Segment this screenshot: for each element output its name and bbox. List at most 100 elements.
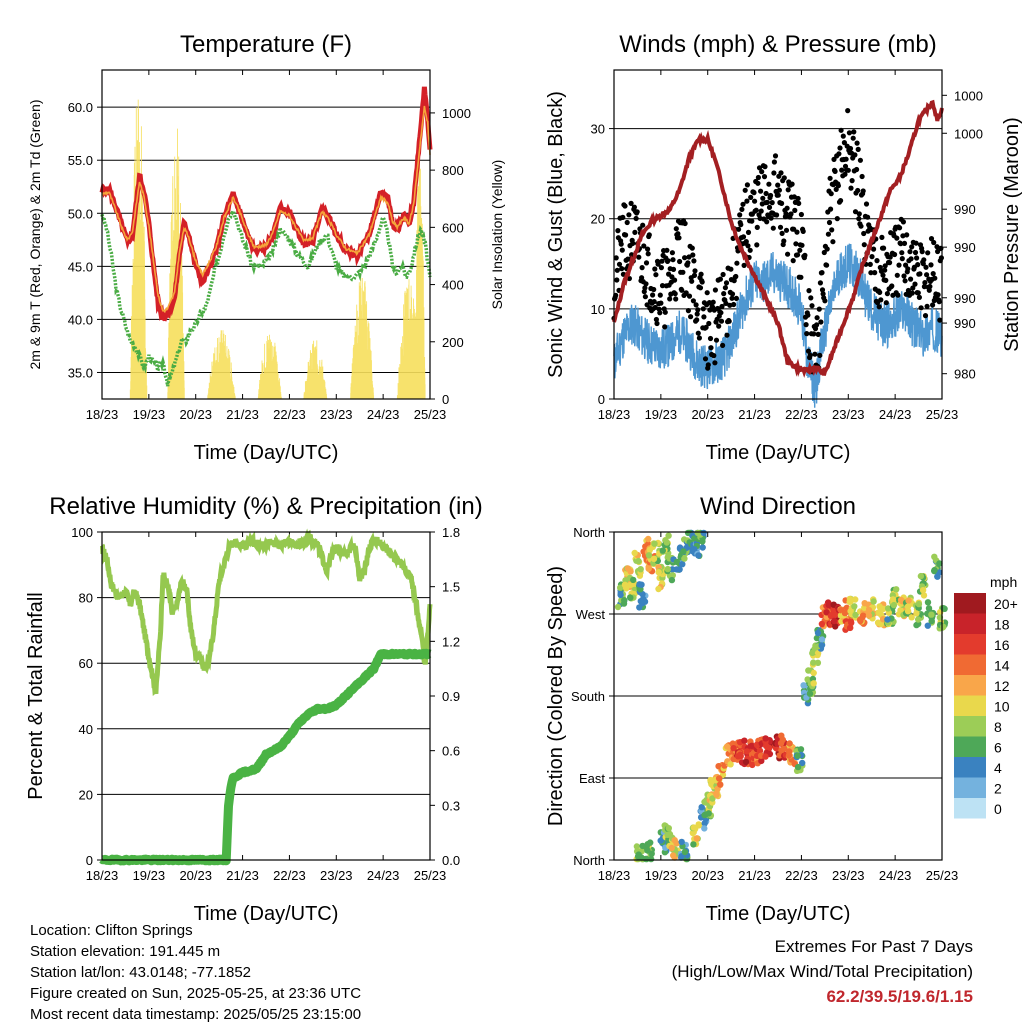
direction-point xyxy=(805,667,812,674)
legend-swatch xyxy=(954,798,986,819)
figure-created: Figure created on Sun, 2025-05-25, at 23… xyxy=(30,985,362,1002)
direction-point xyxy=(673,840,680,847)
y-tick-label: North xyxy=(573,525,605,540)
y2-tick-label: 1.8 xyxy=(442,525,460,540)
direction-point xyxy=(806,690,814,697)
station-latlon: Station lat/lon: 43.0148; -77.1852 xyxy=(30,964,252,981)
direction-point xyxy=(695,822,703,829)
y2-tick-label: 800 xyxy=(442,163,464,178)
y2-tick-label: 990 xyxy=(954,291,976,306)
direction-point xyxy=(762,753,769,760)
direction-point xyxy=(810,680,817,687)
direction-point xyxy=(743,748,751,755)
direction-point xyxy=(823,609,830,616)
x-tick-label: 20/23 xyxy=(179,868,212,883)
legend-label: 14 xyxy=(994,658,1010,674)
direction-point xyxy=(917,572,925,580)
direction-point xyxy=(941,605,948,612)
direction-point xyxy=(681,848,689,856)
temperature-9m-series xyxy=(101,105,431,314)
direction-point xyxy=(643,855,650,863)
direction-point xyxy=(742,758,750,766)
direction-point xyxy=(694,529,701,537)
direction-point xyxy=(931,567,938,574)
y-tick-label: 60 xyxy=(79,656,93,671)
y-tick-label: 0 xyxy=(86,853,93,868)
direction-point xyxy=(664,831,671,838)
legend-label: 10 xyxy=(994,699,1010,715)
direction-point xyxy=(681,555,688,562)
y-axis-label: Sonic Wind & Gust (Blue, Black) xyxy=(545,91,567,378)
direction-point xyxy=(913,610,920,617)
legend-label: 2 xyxy=(994,781,1002,797)
direction-point xyxy=(668,844,675,852)
station-info: Location: Clifton Springs Station elevat… xyxy=(30,920,361,1025)
direction-point xyxy=(904,603,912,610)
direction-point xyxy=(913,621,920,629)
x-tick-label: 23/23 xyxy=(832,407,865,422)
chart-title: Relative Humidity (%) & Precipitation (i… xyxy=(49,493,482,520)
y2-tick-label: 0.6 xyxy=(442,744,460,759)
total-precipitation-series xyxy=(98,648,434,866)
direction-point xyxy=(670,852,677,859)
direction-point xyxy=(919,587,927,594)
legend-swatch xyxy=(954,695,986,716)
direction-point xyxy=(870,598,877,605)
direction-point xyxy=(727,761,734,768)
direction-point xyxy=(748,742,755,749)
direction-point xyxy=(639,590,646,598)
relative-humidity-series xyxy=(99,528,433,696)
x-tick-label: 24/23 xyxy=(367,407,400,422)
y2-tick-label: 1.5 xyxy=(442,580,460,595)
y-tick-label: 80 xyxy=(79,591,93,606)
x-tick-label: 21/23 xyxy=(226,868,259,883)
direction-point xyxy=(713,791,720,798)
direction-point xyxy=(762,742,770,749)
direction-point xyxy=(810,659,817,666)
legend-label: 16 xyxy=(994,637,1010,653)
legend-swatch xyxy=(954,634,986,655)
y-tick-label: East xyxy=(579,771,605,786)
legend-label: 4 xyxy=(994,760,1002,776)
x-tick-label: 20/23 xyxy=(691,407,724,422)
extremes-values: 62.2/39.5/19.6/1.15 xyxy=(826,987,973,1006)
y-tick-label: 40.0 xyxy=(68,312,93,327)
direction-point xyxy=(859,612,867,619)
direction-point xyxy=(880,605,887,613)
legend-label: 6 xyxy=(994,740,1002,756)
direction-point xyxy=(680,548,687,555)
direction-point xyxy=(676,566,683,573)
direction-point xyxy=(663,539,670,546)
y2-tick-label: 1000 xyxy=(954,126,983,141)
direction-point xyxy=(841,609,849,617)
y-tick-label: 35.0 xyxy=(68,365,93,380)
sonic-wind-series xyxy=(613,243,943,408)
extremes-panel: Extremes For Past 7 Days (High/Low/Max W… xyxy=(672,934,973,1009)
direction-point xyxy=(673,558,681,566)
y-tick-label: 10 xyxy=(591,302,605,317)
direction-point xyxy=(818,636,826,643)
x-tick-label: 25/23 xyxy=(414,868,447,883)
direction-point xyxy=(636,604,643,611)
y-tick-label: 100 xyxy=(71,525,93,540)
legend-swatch xyxy=(954,757,986,778)
direction-point xyxy=(832,623,839,630)
x-tick-label: 24/23 xyxy=(879,407,912,422)
y2-tick-label: 1000 xyxy=(442,106,471,121)
direction-point xyxy=(920,592,928,599)
direction-point xyxy=(857,617,864,625)
direction-point xyxy=(716,775,723,782)
y-axis-label: Direction (Colored By Speed) xyxy=(545,566,567,826)
x-tick-label: 20/23 xyxy=(179,407,212,422)
x-tick-label: 18/23 xyxy=(86,407,119,422)
x-axis-label: Time (Day/UTC) xyxy=(194,442,339,464)
legend-swatch xyxy=(954,654,986,675)
x-tick-label: 19/23 xyxy=(133,407,166,422)
direction-point xyxy=(851,603,858,610)
direction-point xyxy=(794,752,801,759)
legend-label: 20+ xyxy=(994,596,1018,612)
direction-point xyxy=(804,676,811,683)
direction-point xyxy=(814,659,822,666)
station-location: Location: Clifton Springs xyxy=(30,922,193,939)
y-axis-label: 2m & 9m T (Red, Orange) & 2m Td (Green) xyxy=(27,100,43,370)
